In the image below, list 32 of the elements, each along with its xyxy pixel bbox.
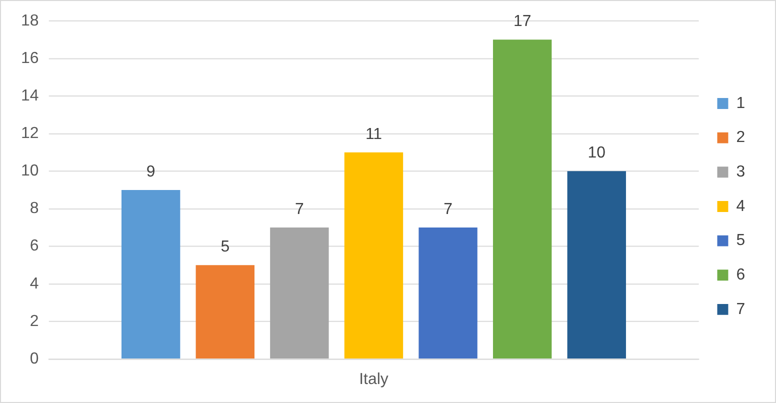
bar	[121, 190, 180, 359]
y-tick-label: 10	[20, 162, 39, 180]
data-label: 9	[146, 163, 156, 180]
bar	[567, 171, 626, 359]
y-tick-label: 14	[20, 87, 39, 104]
y-tick-label: 8	[30, 200, 39, 218]
data-label: 7	[444, 201, 453, 218]
bar	[270, 228, 329, 359]
x-tick-label: Italy	[359, 370, 388, 388]
y-tick-label: 4	[30, 275, 39, 292]
legend-label: 1	[736, 94, 746, 112]
bar	[492, 40, 552, 359]
y-tick-label: 16	[20, 50, 39, 67]
bar	[418, 228, 478, 359]
y-tick-label: 2	[30, 312, 39, 330]
legend-label: 3	[736, 164, 746, 181]
data-label: 17	[513, 13, 532, 30]
legend-label: 5	[736, 232, 746, 250]
y-tick-label: 18	[20, 12, 39, 30]
y-tick-label: 6	[30, 238, 39, 255]
y-tick-label: 12	[20, 125, 39, 142]
data-label: 11	[365, 126, 382, 143]
legend-label: 2	[736, 129, 746, 146]
bar	[344, 152, 404, 359]
data-label: 7	[295, 201, 304, 218]
data-label: 10	[588, 144, 606, 162]
y-tick-label: 0	[30, 350, 39, 368]
bar	[196, 265, 254, 359]
legend-label: 4	[736, 198, 746, 215]
legend-label: 6	[736, 266, 746, 284]
legend-label: 7	[736, 300, 746, 318]
data-label: 5	[220, 238, 230, 256]
